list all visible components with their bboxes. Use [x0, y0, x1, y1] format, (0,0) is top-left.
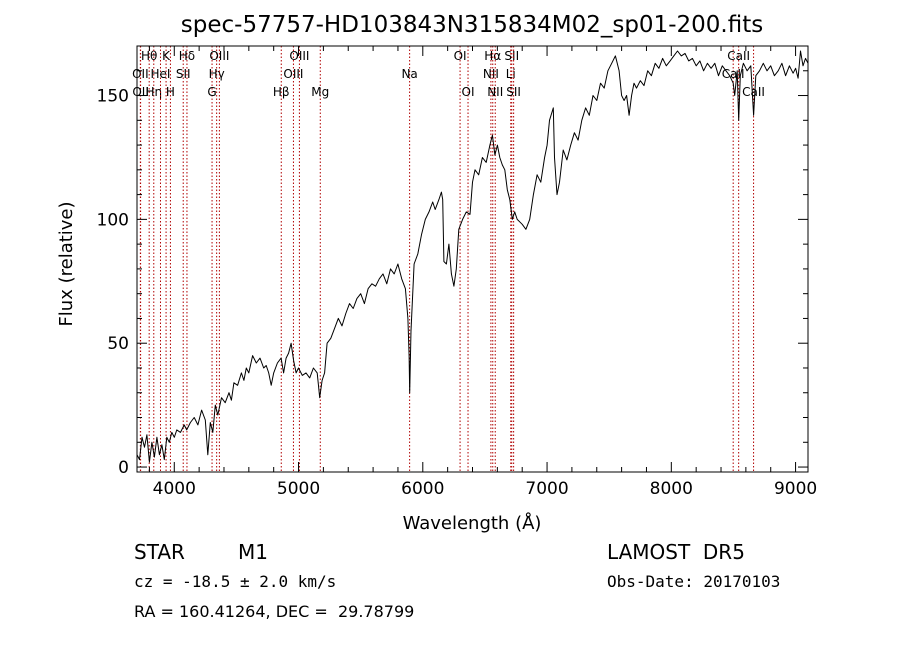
- redshift-velocity: cz = -18.5 ± 2.0 km/s: [134, 572, 337, 591]
- line-label-17: OI: [454, 49, 467, 63]
- line-label-11: OIII: [209, 49, 229, 63]
- line-label-10: Hγ: [209, 67, 225, 81]
- chart-title: spec-57757-HD103843N315834M02_sp01-200.f…: [181, 12, 763, 38]
- coordinates: RA = 160.41264, DEC = 29.78799: [134, 602, 415, 621]
- x-tick-label: 9000: [774, 479, 817, 499]
- line-label-0: Hθ: [141, 49, 157, 63]
- axes: 4000 5000 6000 7000 8000 9000 0 50 100 150: [97, 45, 817, 499]
- line-label-24: SII: [506, 85, 521, 99]
- line-label-18: OI: [462, 85, 475, 99]
- y-tick-label: 0: [118, 458, 129, 478]
- line-label-14: OIII: [289, 49, 309, 63]
- line-label-13: OIII: [283, 67, 303, 81]
- object-class: STAR: [134, 540, 185, 564]
- plot-frame: [136, 45, 809, 473]
- line-label-8: Hδ: [179, 49, 195, 63]
- y-tick-label: 150: [97, 87, 129, 107]
- y-tick-label: 100: [97, 210, 129, 230]
- line-label-27: CaII: [742, 85, 765, 99]
- y-tick-label: 50: [107, 334, 129, 354]
- line-label-21: NII: [487, 85, 503, 99]
- line-label-4: HeI: [151, 67, 171, 81]
- line-label-23: SII: [504, 49, 519, 63]
- x-axis-label: Wavelength (Å): [403, 512, 542, 534]
- line-label-5: K: [162, 49, 171, 63]
- x-tick-label: 8000: [650, 479, 693, 499]
- line-label-6: H: [166, 85, 175, 99]
- line-label-3: Hη: [145, 85, 162, 99]
- line-label-26: CaII: [727, 49, 750, 63]
- x-tick-label: 7000: [525, 479, 568, 499]
- line-label-22: Li: [506, 67, 516, 81]
- line-label-7: SII: [176, 67, 191, 81]
- spectral-lines: HθOIIOIIHηHeIKHSIIHδGHγOIIIHβOIIIOIIIMgN…: [132, 46, 765, 472]
- line-label-19: NII: [483, 67, 499, 81]
- y-axis-label: Flux (relative): [56, 201, 77, 326]
- line-label-20: Hα: [484, 49, 501, 63]
- x-tick-label: 6000: [401, 479, 444, 499]
- series-layer: [136, 50, 809, 463]
- spectrum-series-0: [136, 50, 809, 463]
- line-label-15: Mg: [311, 85, 329, 99]
- line-label-12: Hβ: [273, 85, 290, 99]
- line-label-16: Na: [401, 67, 417, 81]
- line-label-9: G: [207, 85, 216, 99]
- x-tick-label: 5000: [277, 479, 320, 499]
- x-tick-label: 4000: [153, 479, 196, 499]
- observation-date: Obs-Date: 20170103: [607, 572, 781, 591]
- survey-name: LAMOST DR5: [607, 540, 745, 564]
- object-subclass: M1: [238, 540, 268, 564]
